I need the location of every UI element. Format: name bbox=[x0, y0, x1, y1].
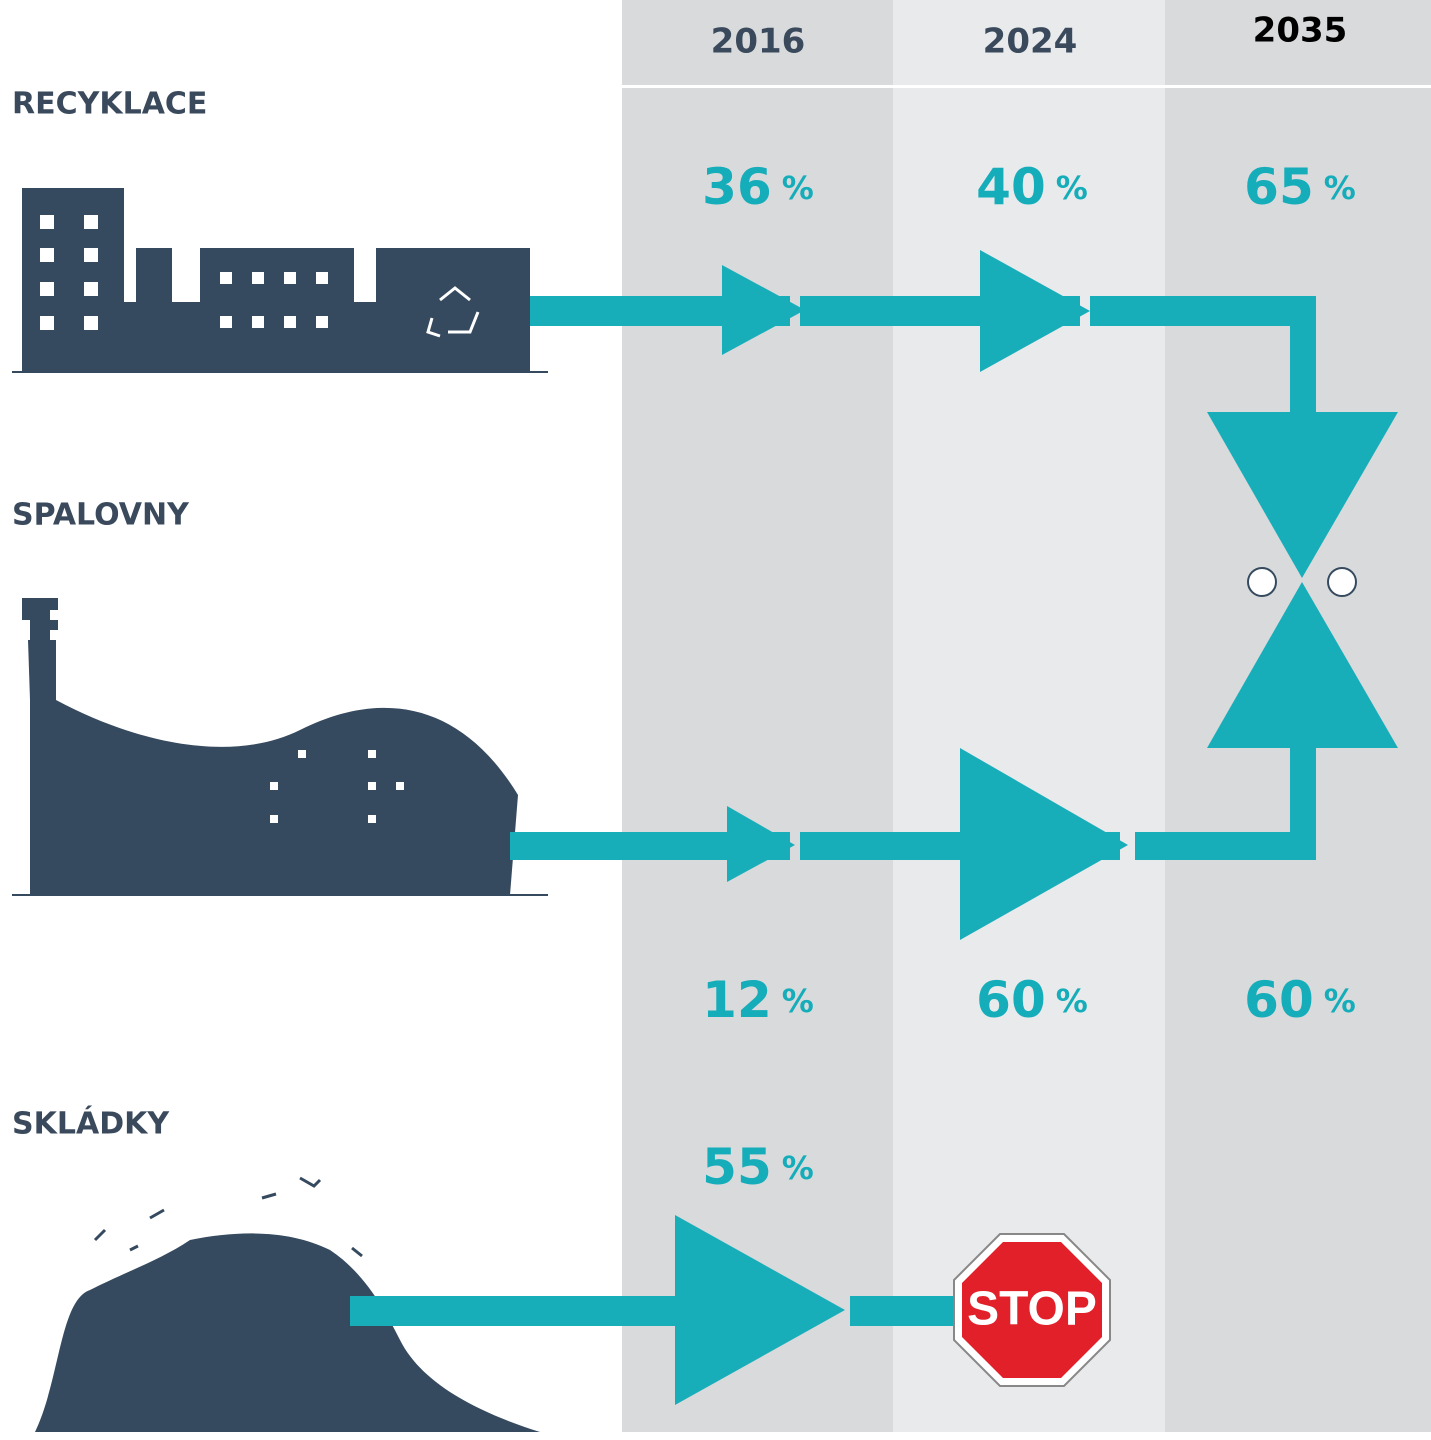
infographic: 2016 2024 2035 RECYKLACE SPALOVNY SKLÁDK… bbox=[0, 0, 1431, 1440]
percentage-unit: % bbox=[782, 169, 814, 207]
percentage-number: 60 bbox=[1244, 971, 1314, 1029]
percentage-number: 40 bbox=[976, 158, 1046, 216]
percentage-unit: % bbox=[1324, 169, 1356, 207]
percentage-number: 55 bbox=[702, 1138, 772, 1196]
row-label: RECYKLACE bbox=[12, 87, 207, 122]
percentage-unit: % bbox=[1056, 169, 1088, 207]
percentage-unit: % bbox=[782, 1149, 814, 1187]
percentage-number: 60 bbox=[976, 971, 1046, 1029]
header-rule bbox=[622, 85, 1431, 88]
percentage-unit: % bbox=[1056, 982, 1088, 1020]
year: 2035 bbox=[1253, 11, 1348, 51]
recycling-building bbox=[12, 188, 548, 373]
year: 2024 bbox=[983, 22, 1078, 62]
year: 2016 bbox=[711, 22, 806, 62]
incinerator-building bbox=[12, 598, 548, 896]
stop-sign: STOP bbox=[954, 1234, 1110, 1386]
percentage-unit: % bbox=[1324, 982, 1356, 1020]
stop-text: STOP bbox=[967, 1283, 1097, 1336]
percentage-number: 36 bbox=[702, 158, 772, 216]
row-label: SPALOVNY bbox=[12, 498, 190, 533]
percentage-unit: % bbox=[782, 982, 814, 1020]
percentage-number: 65 bbox=[1244, 158, 1314, 216]
percentage-number: 12 bbox=[702, 971, 772, 1029]
row-label: SKLÁDKY bbox=[12, 1106, 170, 1142]
